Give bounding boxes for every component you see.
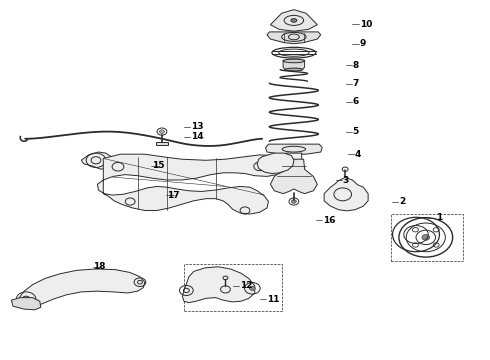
Polygon shape (98, 154, 287, 214)
Polygon shape (266, 144, 322, 154)
Text: 6: 6 (352, 97, 359, 106)
Text: 12: 12 (240, 281, 253, 290)
Circle shape (249, 286, 255, 291)
Ellipse shape (283, 59, 305, 63)
Polygon shape (182, 267, 255, 303)
Polygon shape (283, 60, 305, 69)
Text: 16: 16 (323, 216, 336, 225)
Text: 17: 17 (167, 190, 179, 199)
Text: 8: 8 (352, 61, 359, 70)
Text: 13: 13 (191, 122, 204, 131)
Text: 9: 9 (360, 39, 366, 48)
Text: 11: 11 (267, 294, 279, 303)
Text: 3: 3 (343, 176, 349, 185)
Polygon shape (270, 159, 318, 194)
Text: 18: 18 (94, 262, 106, 271)
Circle shape (422, 234, 430, 240)
Ellipse shape (291, 19, 297, 22)
Text: 15: 15 (152, 161, 165, 170)
Polygon shape (267, 32, 321, 44)
Circle shape (292, 200, 296, 203)
Circle shape (159, 130, 164, 134)
Polygon shape (156, 141, 168, 145)
Polygon shape (81, 152, 114, 169)
Text: 5: 5 (352, 127, 359, 136)
Text: 1: 1 (436, 213, 442, 222)
Polygon shape (257, 153, 294, 174)
Polygon shape (324, 177, 368, 211)
Polygon shape (284, 153, 304, 184)
Text: 14: 14 (191, 132, 204, 141)
Ellipse shape (285, 68, 303, 71)
Text: 4: 4 (355, 150, 361, 159)
Text: 2: 2 (399, 197, 405, 206)
Text: 10: 10 (360, 19, 372, 28)
Polygon shape (11, 298, 41, 310)
Polygon shape (19, 269, 145, 307)
Polygon shape (270, 10, 318, 31)
Text: 7: 7 (352, 80, 359, 89)
